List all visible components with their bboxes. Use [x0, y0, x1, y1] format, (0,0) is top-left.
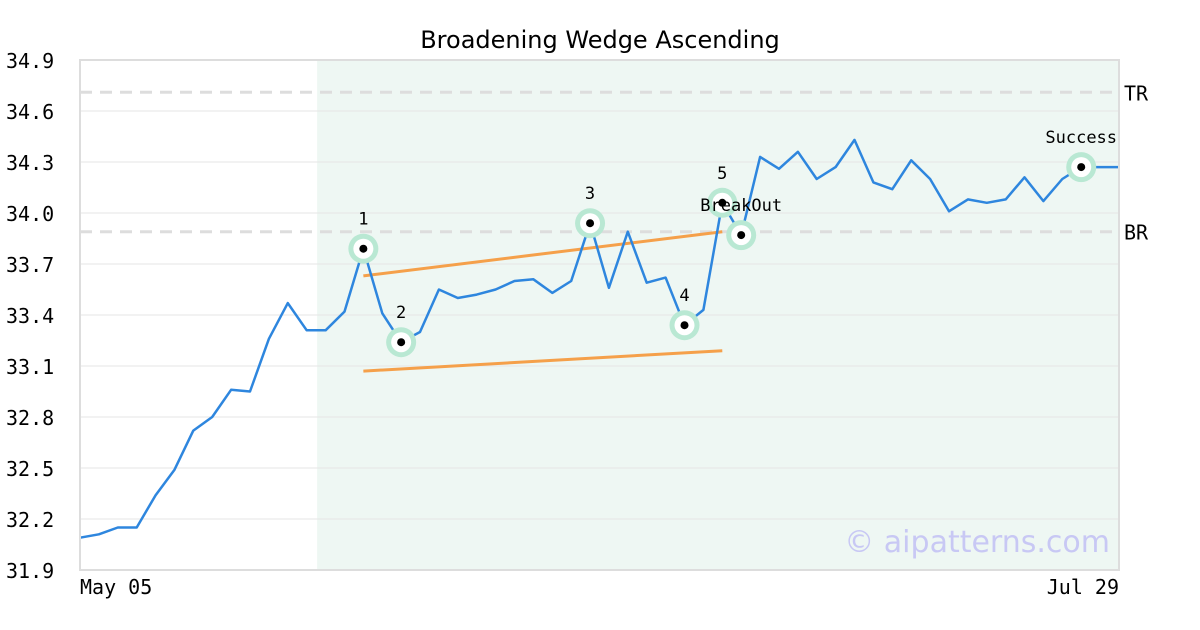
upper-trend-line: [363, 230, 723, 278]
y-tick-label: 32.5: [6, 457, 54, 481]
y-tick-label: 33.1: [6, 355, 54, 379]
y-tick-label: 32.2: [6, 508, 54, 532]
trend-lines: [363, 230, 723, 373]
point-label: BreakOut: [700, 196, 782, 216]
pattern-point-2: 2: [386, 303, 417, 358]
y-tick-label: 33.4: [6, 304, 54, 328]
pattern-point-3: 3: [575, 184, 606, 239]
point-dot: [737, 231, 746, 240]
y-tick-label: 34.3: [6, 151, 54, 175]
point-label: Success: [1045, 128, 1117, 148]
y-tick-label: 33.7: [6, 253, 54, 277]
pattern-point-5: 5: [707, 164, 738, 218]
pattern-point-success: Success: [1045, 128, 1117, 183]
point-label: 5: [717, 164, 727, 184]
y-tick-label: 34.9: [6, 49, 54, 73]
point-dot: [1077, 163, 1086, 172]
y-tick-label: 34.6: [6, 100, 54, 124]
y-axis-ticks: 31.9 32.2 32.5 32.8 33.1 33.4 33.7 34.0 34.3 34.6…: [6, 49, 54, 583]
point-dot: [359, 244, 368, 253]
reference-label-tr: TR: [1124, 81, 1149, 105]
price-series-line: [79, 138, 1119, 539]
x-tick-start: May 05: [80, 575, 152, 599]
reference-lines: TR BR: [80, 81, 1149, 245]
point-dot: [586, 219, 595, 228]
y-tick-label: 32.8: [6, 406, 54, 430]
watermark: © aipatterns.com: [844, 525, 1110, 560]
y-tick-label: 31.9: [6, 559, 54, 583]
pattern-points: 1 2 3 4 5 BreakOut Success: [348, 128, 1117, 358]
reference-label-br: BR: [1124, 221, 1149, 245]
pattern-point-breakout: BreakOut: [700, 196, 782, 251]
point-dot: [718, 198, 727, 207]
pattern-point-1: 1: [348, 210, 379, 264]
point-dot: [397, 338, 406, 347]
point-label: 1: [358, 210, 368, 230]
x-tick-end: Jul 29: [1047, 575, 1119, 599]
plot-frame: [79, 59, 1120, 571]
y-tick-label: 34.0: [6, 202, 54, 226]
pattern-point-4: 4: [669, 286, 700, 341]
point-label: 2: [396, 303, 406, 323]
point-label: 3: [585, 184, 595, 204]
lower-trend-line: [363, 349, 723, 373]
point-label: 4: [679, 286, 689, 306]
chart-title: Broadening Wedge Ascending: [420, 26, 780, 54]
point-dot: [680, 321, 689, 330]
